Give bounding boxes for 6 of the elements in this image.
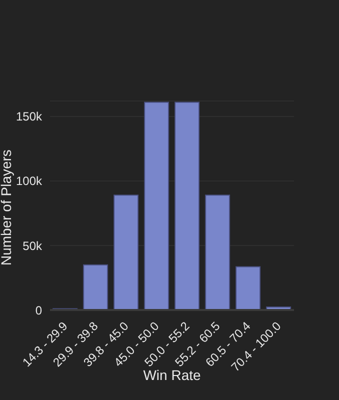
y-tick-label: 100k [16,174,43,188]
x-axis-title: Win Rate [143,367,201,383]
y-axis-title: Number of Players [0,150,14,266]
y-tick-label: 150k [16,110,43,124]
y-tick-label: 50k [22,238,43,253]
y-tick-label: 0 [35,303,42,318]
